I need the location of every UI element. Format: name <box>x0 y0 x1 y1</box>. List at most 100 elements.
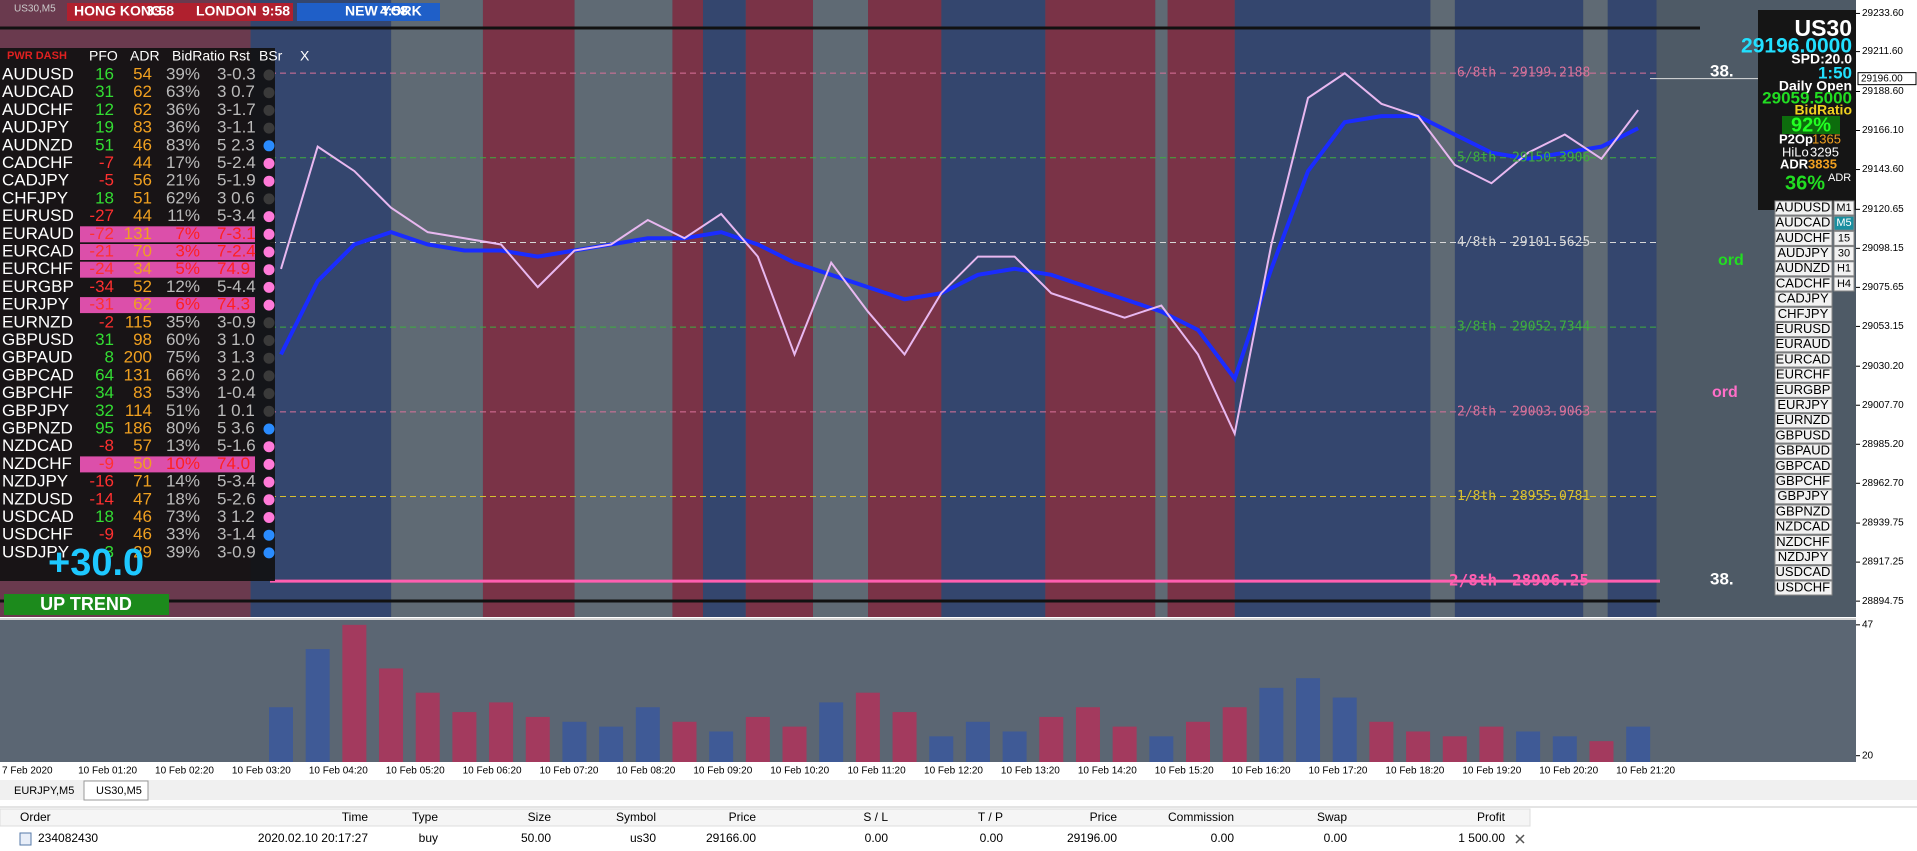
symbol-button[interactable] <box>1774 565 1833 581</box>
pfo-value: 16 <box>95 64 114 83</box>
timeframe-button[interactable] <box>1833 261 1855 277</box>
session-band <box>672 0 703 617</box>
timeframe-button[interactable] <box>1833 230 1855 246</box>
tab[interactable]: US30,M5 <box>96 785 142 797</box>
bidratio-value: 66% <box>166 365 200 384</box>
trend-value: +30.0 <box>48 542 144 584</box>
table-header-bg <box>0 808 1531 827</box>
adr-value: 83 <box>133 383 152 402</box>
symbol-button[interactable] <box>1774 534 1833 550</box>
symbol-button[interactable] <box>1774 352 1833 368</box>
symbol-button[interactable] <box>1774 306 1833 322</box>
table-header: Size <box>528 810 552 824</box>
timeframe-button[interactable] <box>1833 200 1855 216</box>
y-tick-label: 29053.15 <box>1862 321 1904 332</box>
y-tick-label: 29120.65 <box>1862 204 1904 215</box>
status-dot <box>263 512 275 523</box>
symbol-button[interactable] <box>1774 230 1833 246</box>
symbol-button[interactable] <box>1774 367 1833 383</box>
rst-value: 5-3.4 <box>217 472 256 491</box>
volume-bar <box>1479 726 1504 762</box>
symbol-button[interactable] <box>1774 474 1833 490</box>
time-label: 10 Feb 01:20 <box>78 766 137 777</box>
adr-value: 50 <box>133 454 152 473</box>
bidratio-value: 14% <box>166 472 200 491</box>
symbol-button[interactable] <box>1774 291 1833 307</box>
volume-bar <box>1149 736 1174 762</box>
volume-tick-label: 47 <box>1862 619 1874 630</box>
rst-value: 74.3 <box>217 295 250 314</box>
symbol-button[interactable] <box>1774 246 1833 262</box>
status-dot <box>263 335 275 346</box>
pfo-value: 32 <box>95 401 114 420</box>
time-label: 10 Feb 12:20 <box>924 766 983 777</box>
fib-value: 29003.9063 <box>1512 404 1590 419</box>
symbol-button[interactable] <box>1774 322 1833 338</box>
volume-bar <box>342 624 367 762</box>
bidratio-value: 21% <box>166 171 200 190</box>
timeframe: H4 <box>1837 278 1851 290</box>
symbol-button[interactable] <box>1774 550 1833 566</box>
y-tick-label: 29098.15 <box>1862 243 1904 254</box>
symbol-name: EURNZD <box>1776 412 1830 427</box>
symbol-button[interactable] <box>1774 200 1833 216</box>
pfo-value: 3 <box>105 542 114 561</box>
timeframe: 30 <box>1838 248 1850 260</box>
timeframe-button[interactable] <box>1833 215 1855 231</box>
symbol-button[interactable] <box>1774 337 1833 353</box>
symbol-button[interactable] <box>1774 413 1833 429</box>
pair-name: GBPUSD <box>2 330 74 349</box>
dashboard-bg <box>0 48 275 581</box>
status-dot <box>263 158 275 169</box>
session-box <box>67 3 293 21</box>
volume-bar <box>892 712 917 762</box>
table-header: Commission <box>1168 810 1234 824</box>
tab[interactable]: EURJPY,M5 <box>14 785 74 797</box>
rst-value: 7-2.4 <box>217 241 256 260</box>
symbol-button[interactable] <box>1774 428 1833 444</box>
time-label: 10 Feb 11:20 <box>847 766 906 777</box>
adr-value: 83 <box>133 118 152 137</box>
rst-value: 5-2.4 <box>217 153 256 172</box>
symbol-button[interactable] <box>1774 382 1833 398</box>
pfo-value: 19 <box>95 118 114 137</box>
time-label: 10 Feb 18:20 <box>1385 766 1444 777</box>
symbol-button[interactable] <box>1774 580 1833 596</box>
symbol-name: AUDJPY <box>1777 245 1829 260</box>
current-price-box <box>1857 72 1917 86</box>
symbol-button[interactable] <box>1774 215 1833 231</box>
volume-bar <box>745 716 770 762</box>
status-dot <box>263 317 275 329</box>
timeframe-button[interactable] <box>1833 246 1855 262</box>
symbol-button[interactable] <box>1774 519 1833 535</box>
symbol-button[interactable] <box>1774 261 1833 277</box>
bidratio-value: 6% <box>175 295 200 314</box>
timeframe: 15 <box>1838 232 1850 244</box>
info-value: 3835 <box>1808 156 1837 171</box>
y-tick-label: 29233.60 <box>1862 8 1904 19</box>
status-dot <box>263 228 275 240</box>
symbol-button[interactable] <box>1774 504 1833 520</box>
symbol-button[interactable] <box>1774 276 1833 292</box>
volume-bar <box>269 707 293 762</box>
symbol-button[interactable] <box>1774 489 1833 505</box>
symbol-name: NZDCHF <box>1776 534 1829 549</box>
adr-value: 54 <box>133 64 152 83</box>
session-time: 9:58 <box>262 3 290 19</box>
time-label: 10 Feb 04:20 <box>309 766 368 777</box>
adr-value: 200 <box>124 348 152 367</box>
session-band <box>482 0 575 617</box>
symbol-button[interactable] <box>1774 443 1833 459</box>
bidratio-value: 39% <box>166 542 200 561</box>
adr-value: 29 <box>133 542 152 561</box>
pair-name: USDCAD <box>2 507 74 526</box>
pair-name: EURJPY <box>2 295 69 314</box>
symbol-button[interactable] <box>1774 458 1833 474</box>
pair-name: GBPCAD <box>2 365 74 384</box>
timeframe-button[interactable] <box>1833 276 1855 292</box>
symbol-button[interactable] <box>1774 398 1833 414</box>
adr-value: 46 <box>133 135 152 154</box>
close-icon[interactable] <box>1515 834 1525 844</box>
info-label: P2Op <box>1779 131 1813 146</box>
